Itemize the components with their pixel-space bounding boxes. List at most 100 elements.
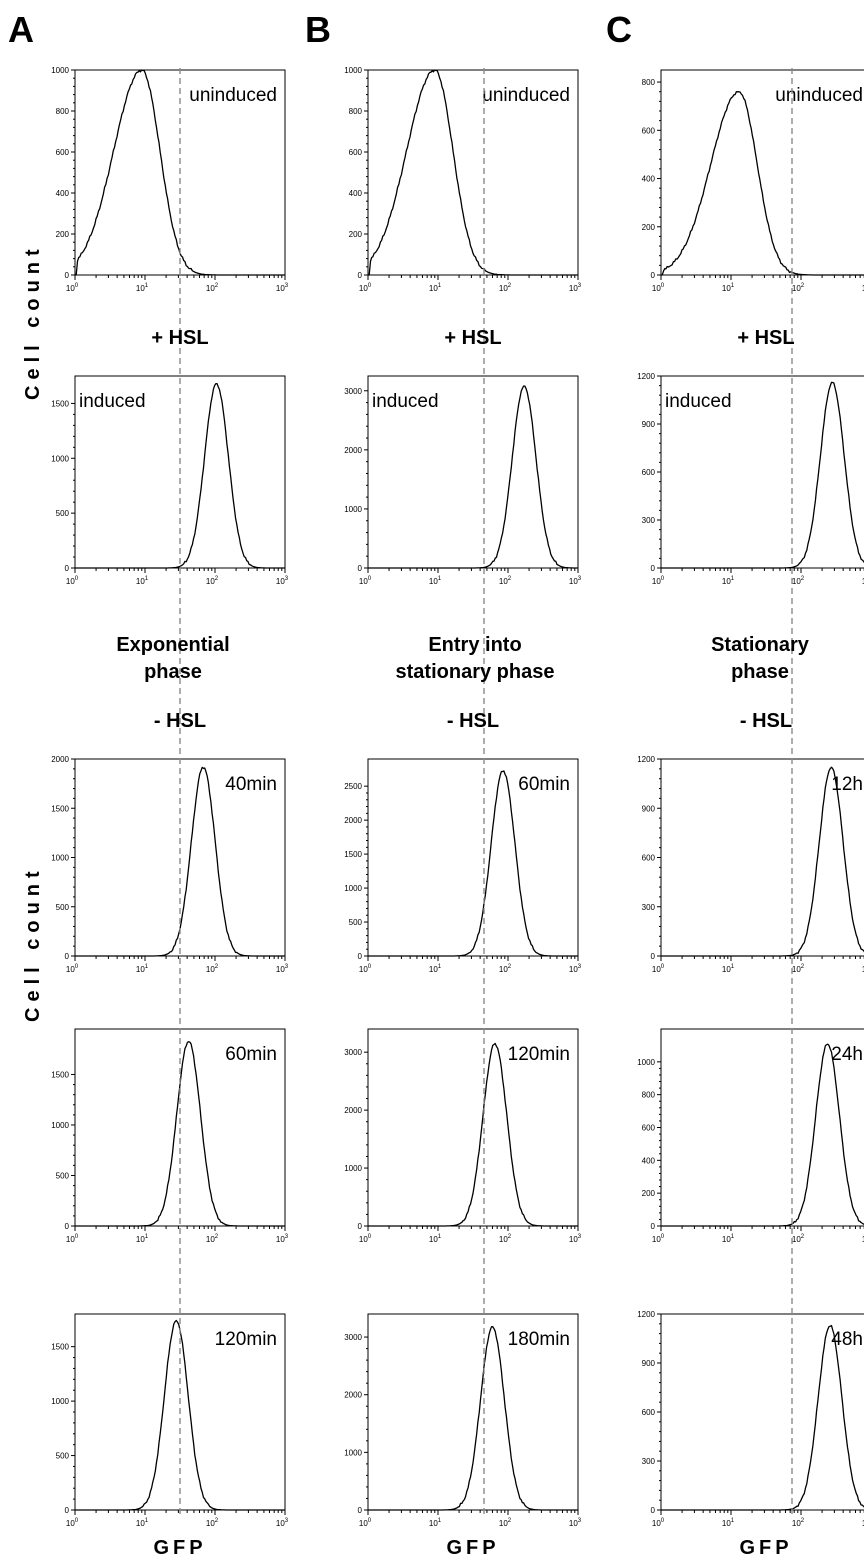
panel-label: 60min — [225, 1044, 277, 1065]
histogram-curve — [661, 766, 864, 957]
y-tick-label: 500 — [56, 509, 70, 518]
y-tick-label: 2500 — [344, 782, 362, 791]
plot-frame — [660, 69, 864, 276]
y-tick-label: 0 — [358, 1506, 363, 1515]
x-tick-label: 103 — [862, 283, 864, 293]
plot-frame — [367, 1313, 579, 1511]
y-tick-label: 0 — [65, 1222, 70, 1231]
panel-label: 12h — [831, 774, 863, 795]
histogram-curve — [661, 91, 864, 276]
histogram-curve — [368, 385, 578, 569]
x-tick-label: 101 — [722, 283, 735, 293]
histogram-a2: 0 500 1000 1500 100 101 102 103 induced — [51, 375, 289, 586]
phase-label-c-line2: phase — [731, 661, 789, 683]
y-tick-label: 2000 — [344, 1106, 362, 1115]
histogram-a4: 0 500 1000 1500 100 101 102 103 60min — [51, 1028, 289, 1244]
histogram-c3: 0 300 600 900 1200 100 101 102 103 12h — [637, 755, 864, 974]
minus-hsl-label-b: - HSL — [447, 710, 499, 732]
x-tick-label: 102 — [792, 1518, 805, 1528]
panel-label: 180min — [508, 1329, 570, 1350]
x-tick-label: 103 — [569, 576, 582, 586]
y-tick-label: 900 — [642, 420, 656, 429]
y-tick-label: 800 — [642, 78, 656, 87]
y-tick-label: 600 — [642, 468, 656, 477]
x-tick-label: 100 — [652, 964, 665, 974]
y-tick-label: 1000 — [344, 884, 362, 893]
y-tick-label: 300 — [642, 903, 656, 912]
x-tick-label: 103 — [862, 1234, 864, 1244]
panel-label: uninduced — [189, 85, 277, 106]
phase-label-c-line1: Stationary — [711, 634, 810, 656]
x-tick-label: 101 — [429, 1518, 442, 1528]
y-tick-label: 0 — [651, 1506, 656, 1515]
y-tick-label: 3000 — [344, 387, 362, 396]
histogram-a5: 0 500 1000 1500 100 101 102 103 120min — [51, 1313, 289, 1528]
x-tick-label: 100 — [359, 576, 372, 586]
panel-label: uninduced — [775, 85, 863, 106]
y-tick-label: 1000 — [344, 505, 362, 514]
y-tick-label: 1200 — [637, 372, 655, 381]
x-tick-label: 101 — [136, 576, 149, 586]
y-tick-label: 0 — [651, 271, 656, 280]
panel-label: 40min — [225, 774, 277, 795]
y-tick-label: 2000 — [344, 446, 362, 455]
y-tick-label: 500 — [56, 1452, 70, 1461]
y-axis-title-bottom: Cell count — [22, 865, 44, 1022]
panel-label: 60min — [518, 774, 570, 795]
x-tick-label: 103 — [569, 1518, 582, 1528]
y-tick-label: 2000 — [51, 755, 69, 764]
y-axis-title-top: Cell count — [22, 243, 44, 400]
y-tick-label: 1500 — [51, 1343, 69, 1352]
histogram-curve — [368, 69, 578, 276]
y-tick-label: 0 — [358, 271, 363, 280]
x-tick-label: 100 — [359, 1518, 372, 1528]
x-tick-label: 103 — [569, 1234, 582, 1244]
x-tick-label: 100 — [359, 283, 372, 293]
y-tick-label: 600 — [642, 1408, 656, 1417]
y-tick-label: 600 — [642, 854, 656, 863]
plot-frame — [660, 375, 864, 569]
y-tick-label: 0 — [65, 952, 70, 961]
x-tick-label: 100 — [66, 283, 79, 293]
y-tick-label: 800 — [56, 107, 70, 116]
y-tick-label: 1000 — [344, 1448, 362, 1457]
panel-label: induced — [665, 391, 732, 412]
y-tick-label: 1000 — [51, 1121, 69, 1130]
histogram-c4: 0 200 400 600 800 1000 100 101 102 103 24h — [637, 1028, 864, 1244]
y-tick-label: 800 — [349, 107, 363, 116]
y-tick-label: 1000 — [637, 1058, 655, 1067]
x-tick-label: 103 — [569, 283, 582, 293]
histogram-b4: 0 1000 2000 3000 100 101 102 103 120min — [344, 1028, 582, 1244]
histogram-curve — [368, 1326, 578, 1511]
y-tick-label: 0 — [65, 271, 70, 280]
panel-label: 120min — [508, 1044, 570, 1065]
y-tick-label: 300 — [642, 516, 656, 525]
y-tick-label: 900 — [642, 804, 656, 813]
y-tick-label: 600 — [642, 1124, 656, 1133]
histogram-b5: 0 1000 2000 3000 100 101 102 103 180min — [344, 1313, 582, 1528]
y-tick-label: 1500 — [51, 1070, 69, 1079]
x-tick-label: 103 — [276, 1518, 289, 1528]
x-axis-title-a: GFP — [153, 1537, 206, 1559]
histogram-curve — [75, 383, 285, 569]
x-tick-label: 101 — [136, 283, 149, 293]
histogram-curve — [661, 1324, 864, 1511]
x-tick-label: 100 — [66, 576, 79, 586]
x-tick-label: 102 — [792, 283, 805, 293]
x-tick-label: 101 — [429, 964, 442, 974]
x-tick-label: 100 — [652, 1518, 665, 1528]
panel-label: induced — [372, 391, 439, 412]
histogram-a3: 0 500 1000 1500 2000 100 101 102 103 40min — [51, 755, 289, 974]
column-letter-c: C — [606, 9, 632, 50]
x-tick-label: 101 — [429, 283, 442, 293]
y-tick-label: 500 — [56, 1171, 70, 1180]
y-tick-label: 600 — [349, 148, 363, 157]
x-tick-label: 103 — [569, 964, 582, 974]
x-tick-label: 102 — [206, 283, 219, 293]
x-tick-label: 100 — [652, 1234, 665, 1244]
x-tick-label: 100 — [66, 1518, 79, 1528]
histogram-curve — [661, 1043, 864, 1227]
x-tick-label: 102 — [206, 1518, 219, 1528]
reference-lines — [179, 68, 793, 1514]
